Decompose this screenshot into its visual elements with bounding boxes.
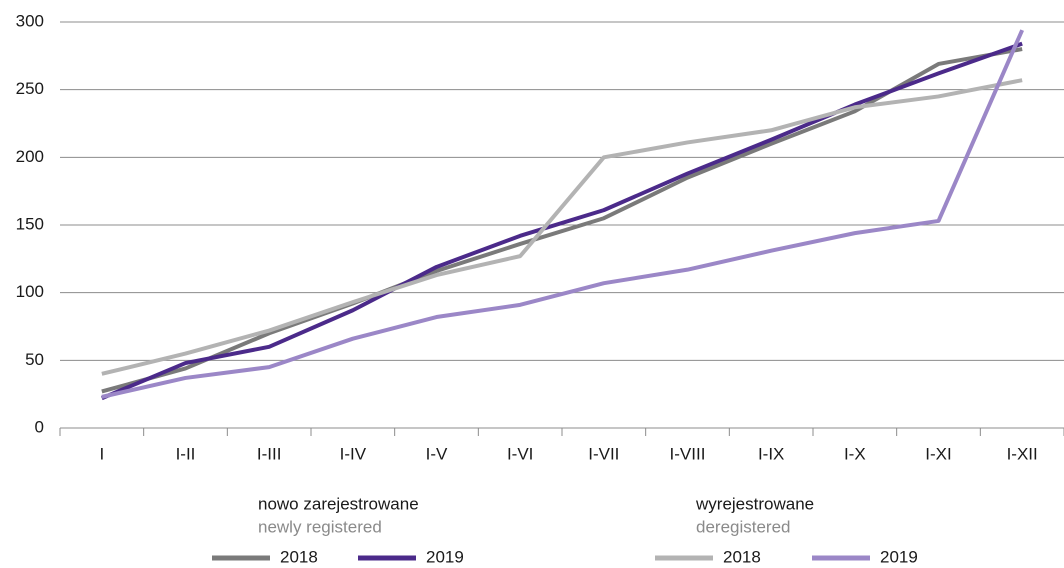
series-line bbox=[101, 29, 1025, 399]
x-tick-label: I-IX bbox=[758, 444, 784, 463]
x-tick-label: I-XII bbox=[1007, 444, 1038, 463]
legend-group-subtitle: deregistered bbox=[696, 517, 791, 536]
y-tick-label: 0 bbox=[35, 417, 44, 436]
legend-group-title: wyrejestrowane bbox=[695, 494, 814, 513]
y-tick-label: 100 bbox=[16, 282, 44, 301]
x-tick-label: I-IV bbox=[340, 444, 367, 463]
series-line bbox=[101, 47, 1023, 394]
x-tick-label: I-VII bbox=[588, 444, 619, 463]
x-tick-label: I-XI bbox=[925, 444, 951, 463]
x-tick-label: I-X bbox=[844, 444, 866, 463]
series-line bbox=[101, 78, 1023, 376]
legend-label: 2018 bbox=[723, 547, 761, 566]
x-tick-label: I bbox=[99, 444, 104, 463]
x-tick-label: I-VI bbox=[507, 444, 533, 463]
y-tick-label: 300 bbox=[16, 11, 44, 30]
y-tick-label: 150 bbox=[16, 214, 44, 233]
y-tick-label: 250 bbox=[16, 79, 44, 98]
series-line bbox=[101, 41, 1023, 401]
legend-label: 2019 bbox=[880, 547, 918, 566]
x-tick-label: I-V bbox=[426, 444, 448, 463]
legend-label: 2018 bbox=[280, 547, 318, 566]
x-tick-label: I-II bbox=[176, 444, 196, 463]
y-tick-label: 200 bbox=[16, 147, 44, 166]
legend-group-title: nowo zarejestrowane bbox=[258, 494, 419, 513]
x-tick-label: I-III bbox=[257, 444, 282, 463]
legend-group-subtitle: newly registered bbox=[258, 517, 382, 536]
y-tick-label: 50 bbox=[25, 350, 44, 369]
legend-label: 2019 bbox=[426, 547, 464, 566]
x-tick-label: I-VIII bbox=[670, 444, 706, 463]
